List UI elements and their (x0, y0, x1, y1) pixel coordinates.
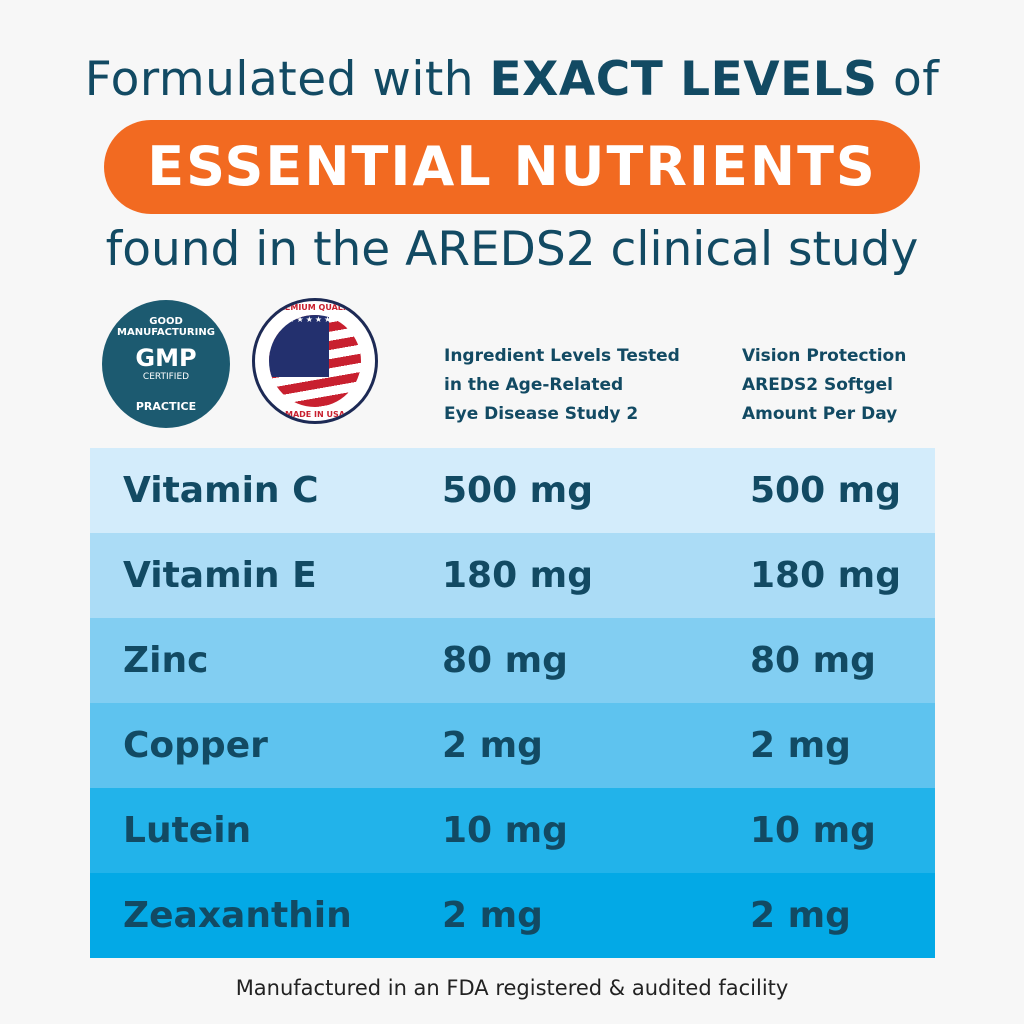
gmp-sub-text: CERTIFIED (142, 372, 190, 382)
table-row: Vitamin C 500 mg 500 mg (90, 448, 935, 533)
footer-note: Manufactured in an FDA registered & audi… (235, 976, 789, 1000)
softgel-amount: 10 mg (750, 810, 876, 851)
table-row: Zinc 80 mg 80 mg (90, 618, 935, 703)
headline-suffix: of (877, 52, 940, 107)
tested-amount: 500 mg (442, 470, 593, 511)
nutrient-name: Copper (123, 725, 268, 766)
nutrient-name: Zinc (123, 640, 209, 681)
us-flag-icon: ★★★★★★★★★★★★★★★★★★★★★★★★★★★★★★★★★★★★ (269, 315, 361, 407)
made-in-usa-badge: PREMIUM QUALITY ★★★★★★★★★★★★★★★★★★★★★★★★… (252, 298, 378, 424)
table-row: Vitamin E 180 mg 180 mg (90, 533, 935, 618)
usa-top-text: PREMIUM QUALITY (272, 303, 358, 312)
tested-amount: 80 mg (442, 640, 568, 681)
nutrient-table: Vitamin C 500 mg 500 mg Vitamin E 180 mg 180 … (90, 448, 935, 958)
tested-amount: 10 mg (442, 810, 568, 851)
headline: Formulated with EXACT LEVELS of (0, 52, 1024, 107)
headline-emphasis: EXACT LEVELS (489, 52, 878, 107)
nutrient-name: Zeaxanthin (123, 895, 352, 936)
column-header-softgel: Vision Protection AREDS2 Softgel Amount … (742, 346, 907, 424)
nutrient-name: Lutein (123, 810, 252, 851)
gmp-main-text: GMP (135, 344, 197, 372)
softgel-amount: 2 mg (750, 895, 851, 936)
tested-amount: 2 mg (442, 895, 543, 936)
usa-bottom-text: MADE IN USA (285, 410, 345, 419)
table-row: Lutein 10 mg 10 mg (90, 788, 935, 873)
softgel-amount: 500 mg (750, 470, 901, 511)
headline-prefix: Formulated with (84, 52, 490, 107)
tested-amount: 180 mg (442, 555, 593, 596)
gmp-bottom-text: PRACTICE (135, 400, 197, 413)
gmp-top-text: GOOD MANUFACTURING (117, 316, 215, 338)
softgel-amount: 2 mg (750, 725, 851, 766)
softgel-amount: 180 mg (750, 555, 901, 596)
softgel-amount: 80 mg (750, 640, 876, 681)
essential-nutrients-banner: ESSENTIAL NUTRIENTS (104, 120, 920, 214)
tested-amount: 2 mg (442, 725, 543, 766)
gmp-certified-badge: GOOD MANUFACTURING GMP CERTIFIED PRACTIC… (102, 300, 230, 428)
table-row: Zeaxanthin 2 mg 2 mg (90, 873, 935, 958)
table-row: Copper 2 mg 2 mg (90, 703, 935, 788)
nutrient-name: Vitamin C (123, 470, 319, 511)
column-header-tested: Ingredient Levels Tested in the Age-Rela… (444, 346, 680, 424)
subheadline: found in the AREDS2 clinical study (105, 222, 919, 277)
nutrient-name: Vitamin E (123, 555, 317, 596)
